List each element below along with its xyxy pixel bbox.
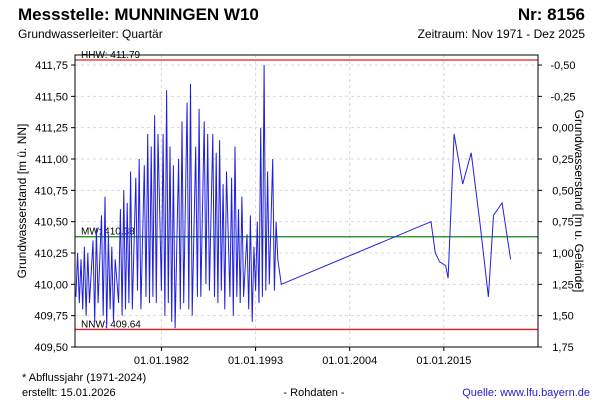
- x-tick-label: 01.01.1993: [228, 355, 283, 367]
- y-tick-label-left: 411,75: [35, 60, 68, 72]
- y-tick-label-left: 409,75: [34, 311, 68, 323]
- y-tick-label-right: 1,75: [552, 342, 573, 354]
- y-tick-label-left: 410,00: [34, 279, 68, 291]
- y-tick-label-right: 0,75: [552, 217, 573, 229]
- ref-label-hhw: HHW: 411.79: [81, 50, 141, 61]
- footnote: * Abflussjahr (1971-2024): [22, 372, 146, 384]
- station-number: Nr: 8156: [518, 5, 585, 24]
- y-tick-label-left: 411,25: [35, 123, 68, 135]
- y-tick-label-right: 0,50: [552, 185, 573, 197]
- x-tick-label: 01.01.2004: [322, 355, 377, 367]
- y-tick-label-left: 410,50: [34, 217, 68, 229]
- y-axis-right-title: Grundwasserstand [m u. Gelände]: [572, 110, 586, 293]
- created-date: erstellt: 15.01.2026: [22, 387, 116, 399]
- y-axis-left-title: Grundwasserstand [m ü. NN]: [15, 124, 29, 279]
- y-tick-label-right: 1,00: [552, 248, 573, 260]
- raw-data-label: - Rohdaten -: [283, 387, 344, 399]
- plot-frame: [74, 54, 539, 348]
- y-tick-label-right: 1,25: [552, 279, 573, 291]
- x-tick-label: 01.01.1982: [134, 355, 189, 367]
- y-tick-label-right: 0,00: [552, 123, 573, 135]
- y-tick-label-left: 409,50: [34, 342, 68, 354]
- x-axis: 01.01.1982 01.01.1993 01.01.2004 01.01.2015: [134, 347, 471, 367]
- x-tick-label: 01.01.2015: [416, 355, 471, 367]
- station-title: Messstelle: MUNNINGEN W10: [18, 5, 259, 24]
- y-tick-label-left: 410,75: [34, 185, 68, 197]
- y-axis-left: 411,75 411,50 411,25 411,00 410,75 410,50 410,…: [34, 60, 75, 354]
- reference-lines: HHW: 411.79 MW: 410.38 NNW: 409.64: [75, 50, 538, 330]
- y-tick-label-left: 410,25: [34, 248, 68, 260]
- period-label: Zeitraum: Nov 1971 - Dez 2025: [418, 27, 586, 41]
- source-link[interactable]: Quelle: www.lfu.bayern.de: [462, 387, 590, 399]
- groundwater-level-line: [75, 64, 512, 329]
- aquifer-label: Grundwasserleiter: Quartär: [18, 27, 163, 41]
- ref-label-mw: MW: 410.38: [81, 227, 135, 238]
- ref-label-nnw: NNW: 409.64: [81, 319, 141, 330]
- y-tick-label-left: 411,00: [35, 154, 68, 166]
- y-tick-label-right: 1,50: [552, 311, 573, 323]
- y-tick-label-right: -0,50: [550, 60, 575, 72]
- y-tick-label-right: -0,25: [550, 91, 575, 103]
- y-tick-label-left: 411,50: [35, 91, 68, 103]
- y-tick-label-right: 0,25: [552, 154, 573, 166]
- y-axis-right: -0,50 -0,25 0,00 0,25 0,50 0,75 1,00 1,25 1,50 1,…: [538, 60, 576, 354]
